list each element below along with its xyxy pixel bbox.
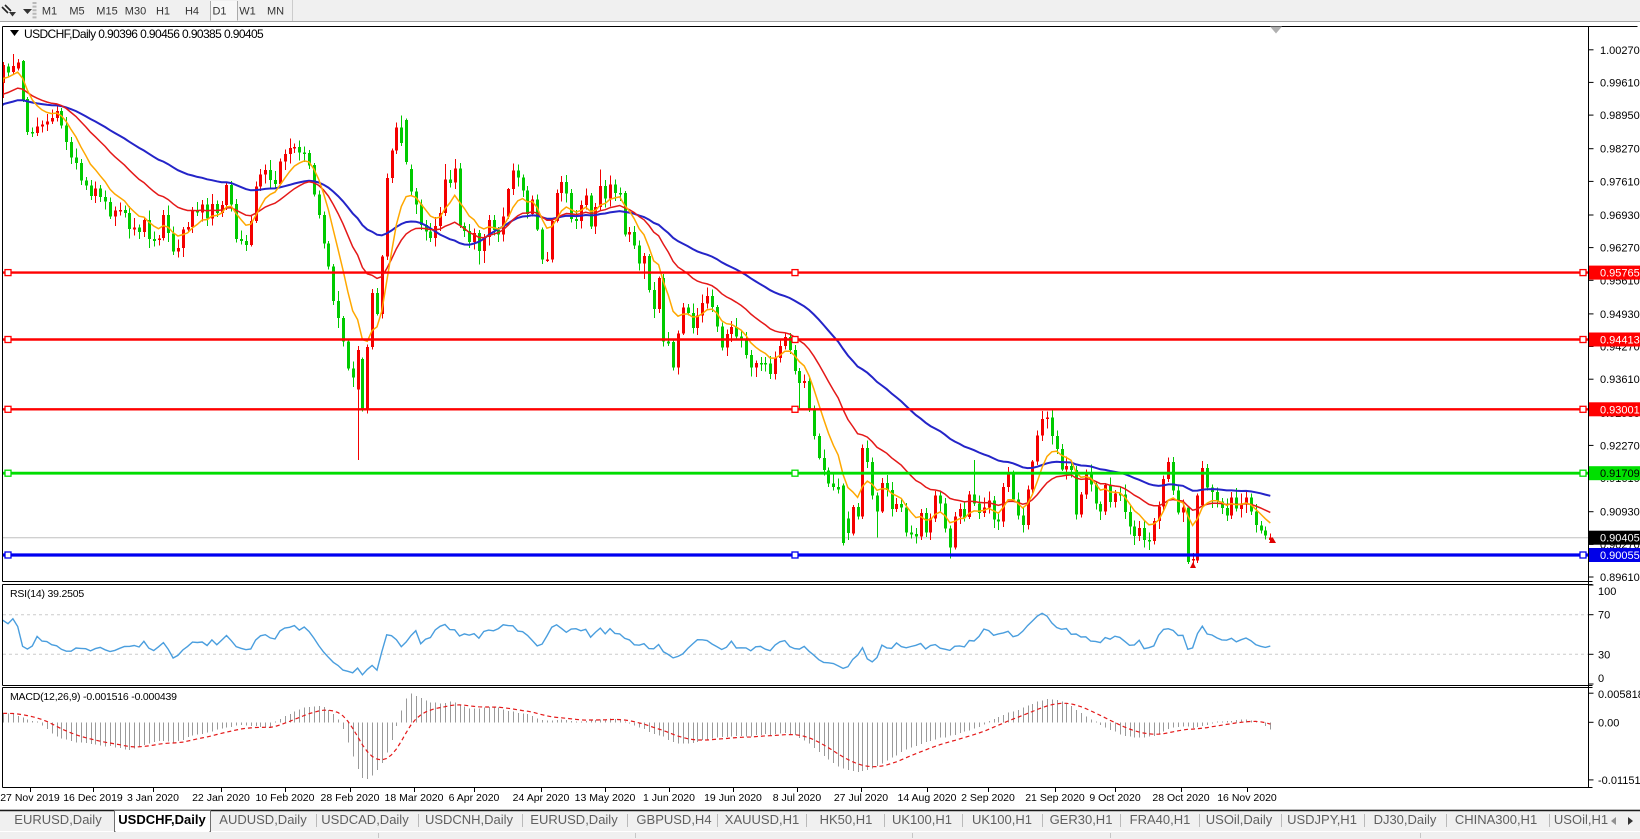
svg-text:M30: M30 — [125, 6, 146, 18]
svg-text:19 Jun 2020: 19 Jun 2020 — [704, 792, 762, 804]
svg-text:GER30,H1: GER30,H1 — [1050, 812, 1113, 827]
svg-text:0: 0 — [1598, 673, 1604, 685]
svg-text:0.97610: 0.97610 — [1600, 176, 1640, 188]
svg-text:8 Jul 2020: 8 Jul 2020 — [773, 792, 822, 804]
svg-text:28 Feb 2020: 28 Feb 2020 — [321, 792, 380, 804]
svg-text:2 Sep 2020: 2 Sep 2020 — [961, 792, 1015, 804]
svg-text:0.93001: 0.93001 — [1600, 404, 1640, 416]
svg-text:0.93610: 0.93610 — [1600, 374, 1640, 386]
svg-text:-0.011514: -0.011514 — [1598, 775, 1640, 787]
svg-text:M5: M5 — [69, 6, 84, 18]
svg-text:M1: M1 — [42, 6, 57, 18]
svg-text:10 Feb 2020: 10 Feb 2020 — [256, 792, 315, 804]
svg-text:RSI(14) 39.2505: RSI(14) 39.2505 — [10, 588, 84, 600]
svg-text:6 Apr 2020: 6 Apr 2020 — [449, 792, 500, 804]
svg-text:30: 30 — [1598, 649, 1610, 661]
svg-text:M15: M15 — [96, 6, 117, 18]
svg-text:USDCHF,Daily 0.90396 0.90456: USDCHF,Daily 0.90396 0.90456 0.90385 0.9… — [24, 27, 264, 41]
svg-text:28 Oct 2020: 28 Oct 2020 — [1152, 792, 1209, 804]
svg-text:EURUSD,Daily: EURUSD,Daily — [14, 812, 102, 827]
svg-text:0.94930: 0.94930 — [1600, 309, 1640, 321]
svg-text:0.90930: 0.90930 — [1600, 507, 1640, 519]
svg-text:0.005818: 0.005818 — [1598, 689, 1640, 701]
svg-text:0.90405: 0.90405 — [1600, 533, 1640, 545]
svg-text:13 May 2020: 13 May 2020 — [575, 792, 636, 804]
svg-text:9 Oct 2020: 9 Oct 2020 — [1089, 792, 1141, 804]
svg-text:H4: H4 — [185, 6, 199, 18]
svg-text:USDCAD,Daily: USDCAD,Daily — [321, 812, 409, 827]
svg-text:DJ30,Daily: DJ30,Daily — [1374, 812, 1437, 827]
svg-text:14 Aug 2020: 14 Aug 2020 — [898, 792, 957, 804]
svg-text:USDCNH,Daily: USDCNH,Daily — [425, 812, 514, 827]
svg-text:USOil,Daily: USOil,Daily — [1206, 812, 1273, 827]
svg-text:22 Jan 2020: 22 Jan 2020 — [192, 792, 250, 804]
svg-text:UK100,H1: UK100,H1 — [892, 812, 952, 827]
svg-text:EURUSD,Daily: EURUSD,Daily — [530, 812, 618, 827]
svg-text:0.90055: 0.90055 — [1600, 550, 1640, 562]
svg-text:21 Sep 2020: 21 Sep 2020 — [1025, 792, 1085, 804]
svg-text:1.00270: 1.00270 — [1600, 45, 1640, 57]
svg-text:0.94413: 0.94413 — [1600, 335, 1640, 347]
svg-text:HK50,H1: HK50,H1 — [820, 812, 873, 827]
svg-text:W1: W1 — [239, 6, 256, 18]
svg-text:FRA40,H1: FRA40,H1 — [1130, 812, 1191, 827]
svg-text:USOil,H1: USOil,H1 — [1554, 812, 1608, 827]
svg-text:0.91709: 0.91709 — [1600, 468, 1640, 480]
svg-text:MACD(12,26,9) -0.001516 -0.000: MACD(12,26,9) -0.001516 -0.000439 — [10, 691, 177, 703]
svg-text:0.99610: 0.99610 — [1600, 77, 1640, 89]
svg-text:16 Nov 2020: 16 Nov 2020 — [1217, 792, 1277, 804]
svg-text:GBPUSD,H4: GBPUSD,H4 — [636, 812, 711, 827]
svg-text:27 Nov 2019: 27 Nov 2019 — [0, 792, 60, 804]
svg-text:D1: D1 — [212, 6, 226, 18]
svg-text:0.98270: 0.98270 — [1600, 144, 1640, 156]
svg-text:27 Jul 2020: 27 Jul 2020 — [834, 792, 888, 804]
svg-text:H1: H1 — [156, 6, 170, 18]
svg-text:0.96930: 0.96930 — [1600, 210, 1640, 222]
svg-text:USDJPY,H1: USDJPY,H1 — [1287, 812, 1357, 827]
svg-text:AUDUSD,Daily: AUDUSD,Daily — [219, 812, 307, 827]
svg-text:0.98950: 0.98950 — [1600, 110, 1640, 122]
svg-text:0.92270: 0.92270 — [1600, 440, 1640, 452]
svg-text:0.96270: 0.96270 — [1600, 243, 1640, 255]
svg-text:16 Dec 2019: 16 Dec 2019 — [63, 792, 123, 804]
svg-text:100: 100 — [1598, 586, 1616, 598]
svg-text:0.00: 0.00 — [1598, 717, 1619, 729]
svg-text:CHINA300,H1: CHINA300,H1 — [1455, 812, 1537, 827]
svg-text:XAUUSD,H1: XAUUSD,H1 — [725, 812, 799, 827]
svg-text:3 Jan 2020: 3 Jan 2020 — [127, 792, 179, 804]
svg-text:1 Jun 2020: 1 Jun 2020 — [643, 792, 695, 804]
svg-text:0.89610: 0.89610 — [1600, 572, 1640, 584]
svg-text:24 Apr 2020: 24 Apr 2020 — [513, 792, 570, 804]
svg-text:70: 70 — [1598, 610, 1610, 622]
svg-text:0.95765: 0.95765 — [1600, 268, 1640, 280]
svg-text:USDCHF,Daily: USDCHF,Daily — [118, 812, 206, 827]
svg-text:UK100,H1: UK100,H1 — [972, 812, 1032, 827]
svg-text:18 Mar 2020: 18 Mar 2020 — [385, 792, 444, 804]
svg-text:MN: MN — [267, 6, 284, 18]
